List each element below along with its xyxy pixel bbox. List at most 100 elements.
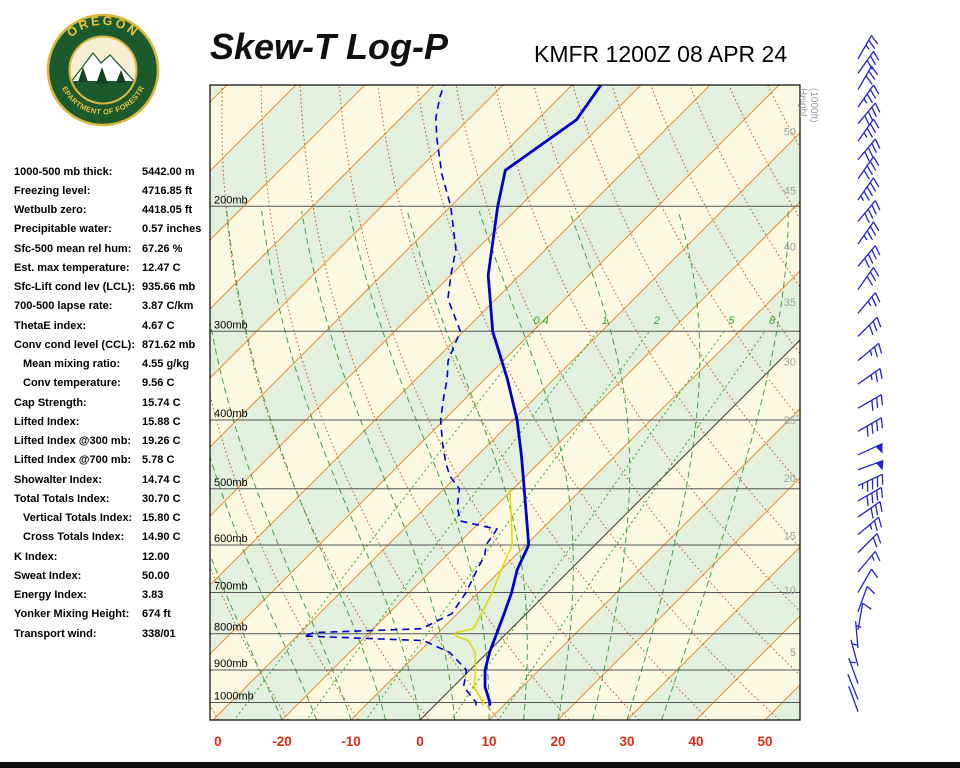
isotherm-line: [210, 85, 711, 586]
wind-barb: [857, 118, 880, 142]
index-row: Energy Index: 3.83: [14, 586, 214, 605]
isotherm-line: [557, 477, 800, 720]
dewpoint-trace: [303, 85, 499, 706]
index-label: Sweat Index:: [14, 569, 82, 582]
index-label: Conv cond level (CCL):: [14, 338, 136, 351]
height-tick-label: 40: [784, 242, 796, 254]
mixing-ratio-label: 0.4: [533, 315, 548, 327]
dry-adiabat: [221, 85, 430, 720]
isotherm-line: [212, 132, 800, 720]
isotherm-line: [350, 270, 800, 720]
index-row: Transport wind: 338/01: [14, 624, 214, 643]
index-row: Wetbulb zero: 4418.05 ft: [14, 201, 214, 220]
bottom-bar: [0, 762, 960, 768]
isotherm-line: [210, 85, 504, 379]
temp-axis-label: 30: [619, 734, 634, 749]
index-row: Est. max temperature: 12.47 C: [14, 258, 214, 277]
wetbulb-trace: [454, 488, 514, 706]
wind-barb: [857, 501, 883, 519]
height-tick-label: 35: [784, 297, 796, 309]
index-value: 67.26 %: [142, 242, 183, 255]
page-title: Skew-T Log-P: [210, 26, 449, 67]
index-value: 4418.05 ft: [142, 204, 193, 217]
index-value: 4716.85 ft: [142, 184, 193, 197]
pressure-label: 800mb: [214, 622, 248, 634]
index-value: 12.47 C: [142, 261, 181, 274]
pressure-label: 900mb: [214, 658, 248, 670]
index-label: Cross Totals Index:: [23, 531, 125, 544]
wind-barb: [850, 639, 859, 667]
index-row: Cap Strength: 15.74 C: [14, 393, 214, 412]
wind-barb: [854, 621, 862, 649]
index-value: 12.00: [142, 550, 170, 563]
index-label: Yonker Mixing Height:: [14, 608, 130, 621]
isotherm-line: [210, 85, 435, 310]
wind-barb: [857, 442, 883, 456]
wind-barb: [848, 657, 859, 684]
wind-barb: [857, 102, 881, 126]
index-label: Energy Index:: [14, 589, 87, 602]
moist-adiabat: [661, 210, 789, 720]
index-row: Vertical Totals Index: 15.80 C: [14, 509, 214, 528]
wind-barb: [857, 50, 880, 74]
dry-adiabat: [728, 85, 800, 220]
index-row: Yonker Mixing Height: 674 ft: [14, 605, 214, 624]
height-tick-label: 50: [784, 127, 796, 139]
index-label: Lifted Index:: [14, 415, 80, 428]
temp-axis-label: 40: [688, 734, 703, 749]
wind-barb: [857, 342, 883, 362]
wind-barb: [857, 417, 884, 437]
wind-barb: [857, 292, 881, 314]
dry-adiabat: [807, 85, 960, 720]
dry-adiabat: [210, 393, 359, 720]
pressure-label: 400mb: [214, 408, 248, 420]
wind-barb: [857, 550, 881, 573]
index-value: 50.00: [142, 569, 170, 582]
height-tick-label: 20: [784, 473, 796, 485]
index-row: Cross Totals Index: 14.90 C: [14, 528, 214, 547]
wind-barb: [847, 674, 859, 700]
index-value: 4.67 C: [142, 319, 175, 332]
isotherm-line: [626, 546, 800, 720]
index-label: Freezing level:: [14, 184, 91, 197]
wind-barb: [857, 267, 880, 290]
temp-axis-label: -10: [341, 734, 361, 749]
index-value: 15.74 C: [142, 396, 181, 409]
index-row: K Index: 12.00: [14, 547, 214, 566]
plot-area: [210, 85, 960, 720]
isotherm-band: [210, 85, 800, 720]
index-value: 3.83: [142, 589, 164, 602]
index-label: Vertical Totals Index:: [23, 512, 133, 525]
moist-adiabat: [226, 210, 387, 720]
index-row: 1000-500 mb thick: 5442.00 m: [14, 162, 214, 181]
index-label: Transport wind:: [14, 627, 97, 640]
mixing-ratio-label: 2: [653, 315, 660, 327]
index-label: Lifted Index @700 mb:: [14, 454, 132, 467]
height-tick-label: 10: [784, 585, 796, 597]
isotherm-line: [281, 201, 800, 720]
index-value: 14.74 C: [142, 473, 181, 486]
index-label: Wetbulb zero:: [14, 204, 87, 217]
odf-logo: OREGON DEPARTMENT OF FORESTRY: [46, 14, 160, 127]
height-tick-label: 30: [784, 357, 796, 369]
index-row: Lifted Index @300 mb: 19.26 C: [14, 432, 214, 451]
index-value: 9.56 C: [142, 377, 175, 390]
height-axis-title: Height: [797, 88, 808, 117]
wind-barb: [857, 65, 879, 90]
moist-adiabat: [348, 210, 490, 720]
wind-barb: [857, 35, 879, 60]
wind-barb: [857, 84, 880, 108]
isotherm-line: [210, 85, 780, 655]
temp-axis-label: 50: [757, 734, 772, 749]
moist-adiabat: [626, 210, 701, 720]
mixing-ratio-line: [235, 330, 535, 718]
index-value: 935.66 mb: [142, 281, 196, 294]
forest-ground: [70, 81, 136, 103]
pressure-label: 600mb: [214, 533, 248, 545]
index-label: Est. max temperature:: [14, 261, 130, 274]
moist-adiabat: [210, 455, 318, 720]
pressure-label: 300mb: [214, 319, 248, 331]
isotherm-line: [210, 85, 366, 241]
isotherm-band: [834, 85, 960, 720]
